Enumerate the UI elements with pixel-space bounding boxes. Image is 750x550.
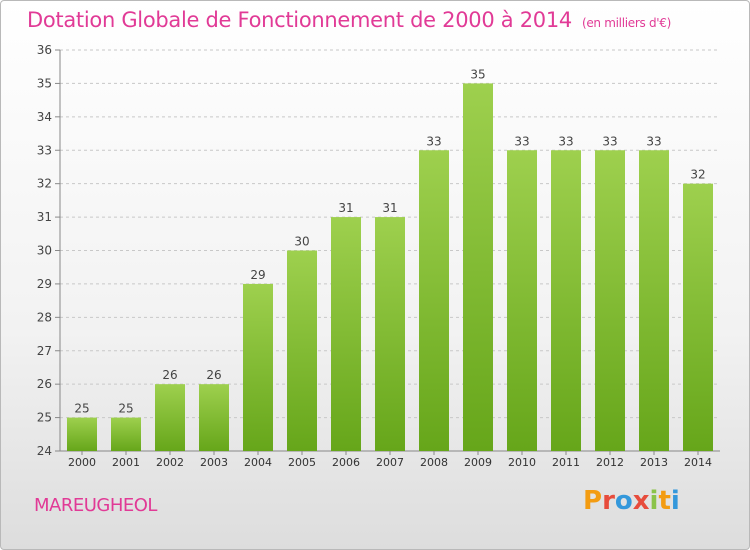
x-tick-label: 2013 bbox=[640, 456, 668, 469]
y-tick-label: 29 bbox=[37, 277, 52, 291]
x-tick-label: 2004 bbox=[244, 456, 272, 469]
bar bbox=[375, 217, 405, 451]
logo-letter: o bbox=[614, 486, 633, 516]
data-label: 29 bbox=[250, 268, 265, 282]
x-tick-label: 2011 bbox=[552, 456, 580, 469]
logo-letter: i bbox=[649, 486, 659, 516]
data-label: 32 bbox=[690, 168, 705, 182]
x-tick-label: 2001 bbox=[112, 456, 140, 469]
chart-title: Dotation Globale de Fonctionnement de 20… bbox=[27, 8, 671, 32]
x-tick-label: 2000 bbox=[68, 456, 96, 469]
bar bbox=[243, 283, 273, 451]
data-label: 33 bbox=[558, 134, 573, 148]
data-label: 33 bbox=[602, 134, 617, 148]
x-tick-label: 2009 bbox=[464, 456, 492, 469]
bar bbox=[155, 384, 185, 451]
data-label: 26 bbox=[206, 368, 221, 382]
commune-name: MAREUGHEOL bbox=[34, 495, 157, 516]
y-tick-label: 26 bbox=[37, 377, 52, 391]
bar bbox=[67, 417, 97, 451]
y-tick-label: 35 bbox=[37, 76, 52, 90]
y-tick-label: 36 bbox=[37, 43, 52, 57]
data-label: 30 bbox=[294, 235, 309, 249]
bar bbox=[287, 250, 317, 451]
data-label: 26 bbox=[162, 368, 177, 382]
y-tick-label: 27 bbox=[37, 344, 52, 358]
x-tick-label: 2007 bbox=[376, 456, 404, 469]
data-label: 33 bbox=[514, 134, 529, 148]
x-tick-label: 2002 bbox=[156, 456, 184, 469]
x-tick-label: 2010 bbox=[508, 456, 536, 469]
y-tick-label: 31 bbox=[37, 210, 52, 224]
bar bbox=[595, 150, 625, 451]
data-label: 31 bbox=[382, 201, 397, 215]
data-label: 33 bbox=[646, 134, 661, 148]
logo-letter: x bbox=[632, 486, 650, 516]
y-tick-label: 24 bbox=[37, 444, 52, 458]
bar bbox=[111, 417, 141, 451]
data-label: 35 bbox=[470, 67, 485, 81]
x-tick-label: 2014 bbox=[684, 456, 712, 469]
bar bbox=[199, 384, 229, 451]
y-tick-label: 34 bbox=[37, 110, 52, 124]
x-tick-label: 2008 bbox=[420, 456, 448, 469]
data-label: 25 bbox=[74, 402, 89, 416]
y-tick-label: 33 bbox=[37, 143, 52, 157]
bar bbox=[551, 150, 581, 451]
bar bbox=[463, 83, 493, 452]
title-text: Dotation Globale de Fonctionnement de 20… bbox=[27, 8, 572, 32]
data-label: 31 bbox=[338, 201, 353, 215]
y-tick-label: 28 bbox=[37, 310, 52, 324]
x-tick-label: 2012 bbox=[596, 456, 624, 469]
logo-letter: i bbox=[670, 486, 680, 516]
logo-letter: P bbox=[583, 486, 603, 516]
y-tick-label: 32 bbox=[37, 177, 52, 191]
unit-label: (en milliers d'€) bbox=[581, 16, 671, 30]
data-label: 25 bbox=[118, 402, 133, 416]
bar bbox=[683, 183, 713, 451]
y-tick-label: 25 bbox=[37, 411, 52, 425]
x-tick-label: 2005 bbox=[288, 456, 316, 469]
proxiti-logo: Proxiti bbox=[583, 486, 680, 516]
logo-letter: r bbox=[602, 486, 615, 516]
logo-letter: t bbox=[658, 486, 671, 516]
bar bbox=[639, 150, 669, 451]
y-tick-label: 30 bbox=[37, 244, 52, 258]
x-tick-label: 2003 bbox=[200, 456, 228, 469]
data-label: 33 bbox=[426, 134, 441, 148]
bar bbox=[331, 217, 361, 451]
x-tick-label: 2006 bbox=[332, 456, 360, 469]
bar bbox=[419, 150, 449, 451]
bar bbox=[507, 150, 537, 451]
